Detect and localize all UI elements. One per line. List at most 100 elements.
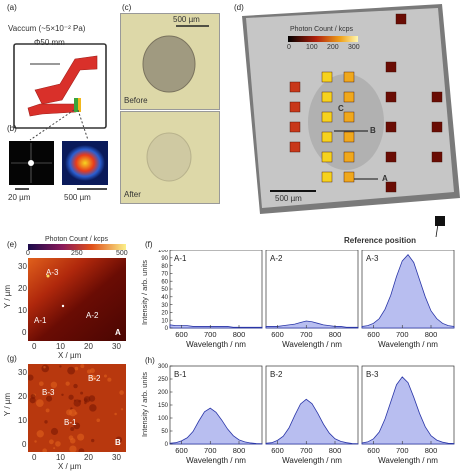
colorbar-d-tick-2: 200 (327, 44, 339, 51)
f-ylabel: Intensity / arb. units (140, 259, 150, 326)
x-tick-label: 700 (204, 330, 217, 339)
e-xtick-10: 10 (56, 342, 65, 351)
pl-square (343, 131, 355, 143)
pl-square (343, 171, 355, 183)
subplot-label: B-2 (270, 370, 283, 379)
x-axis-label: Wavelength / nm (282, 456, 342, 465)
pl-square (431, 91, 443, 103)
pl-square (385, 181, 397, 193)
pl-map-g (28, 364, 126, 452)
x-tick-label: 700 (396, 446, 409, 455)
x-axis-label: Wavelength / nm (186, 456, 246, 465)
e-xtick-0: 0 (32, 342, 37, 351)
panel-e-letter: (e) (7, 240, 17, 249)
colorbar-d-tick-0: 0 (287, 44, 291, 51)
label-c: C (338, 104, 344, 113)
panel-b-letter: (b) (7, 124, 17, 133)
x-tick-label: 700 (396, 330, 409, 339)
x-tick-label: 600 (175, 330, 188, 339)
y-tick-label: 50 (161, 287, 168, 293)
panel-h-letter: (h) (145, 356, 155, 365)
scale-label-d: 500 µm (275, 194, 302, 203)
fiber-image (9, 141, 54, 185)
y-tick-label: 80 (161, 264, 168, 270)
x-tick-label: 800 (329, 330, 342, 339)
pl-square (343, 71, 355, 83)
pl-square (431, 121, 443, 133)
corner-label-b: B (115, 438, 121, 447)
y-tick-label: 200 (158, 390, 169, 396)
pl-square (289, 101, 301, 113)
y-tick-label: 0 (165, 326, 169, 332)
sample-spot-before (142, 35, 196, 93)
panel-c-letter: (c) (122, 3, 132, 12)
pl-square (385, 91, 397, 103)
spot-b1: B-1 (64, 418, 77, 427)
pl-square (385, 61, 397, 73)
photo-after (120, 111, 220, 204)
spectrum-area (265, 320, 359, 329)
zoom-guides (29, 109, 89, 141)
colorbar-e-tick-1: 250 (71, 250, 83, 257)
y-tick-label: 100 (158, 416, 169, 422)
h-ylabel: Intensity / arb. units (140, 371, 150, 438)
pl-square (321, 91, 333, 103)
panel-f-letter: (f) (145, 240, 153, 249)
g-xtick-30: 30 (112, 453, 121, 462)
reference-arrow (435, 224, 439, 238)
g-ytick-30: 30 (18, 368, 27, 377)
g-ylabel: Y / µm (3, 392, 13, 417)
y-tick-label: 250 (158, 377, 169, 383)
plot-frame (265, 250, 359, 329)
x-tick-label: 600 (271, 446, 284, 455)
colorbar-d-title: Photon Count / kcps (290, 26, 354, 33)
y-tick-label: 30 (161, 303, 168, 309)
e-ytick-0: 0 (22, 328, 27, 337)
g-xtick-10: 10 (56, 453, 65, 462)
g-ytick-0: 0 (22, 440, 27, 449)
colorbar-d-tick-1: 100 (306, 44, 318, 51)
y-tick-label: 300 (158, 364, 169, 370)
pl-square (343, 111, 355, 123)
photo-before (120, 13, 220, 110)
laser-spot (28, 160, 34, 166)
x-tick-label: 600 (175, 446, 188, 455)
sample-map (242, 4, 460, 226)
g-ytick-10: 10 (18, 416, 27, 425)
y-tick-label: 40 (161, 295, 168, 301)
e-ytick-30: 30 (18, 262, 27, 271)
pl-square (431, 151, 443, 163)
e-xtick-20: 20 (84, 342, 93, 351)
pl-square (321, 71, 333, 83)
pl-square (321, 171, 333, 183)
e-ytick-20: 20 (18, 284, 27, 293)
x-tick-label: 600 (271, 330, 284, 339)
pl-squares (289, 13, 443, 193)
y-tick-label: 10 (161, 318, 168, 324)
corner-label-a: A (115, 328, 121, 337)
sample-heatmap (62, 141, 108, 185)
before-label: Before (124, 96, 148, 105)
reference-position-label: Reference position (344, 236, 417, 245)
colorbar-e (28, 244, 126, 250)
sample-plate (78, 98, 81, 112)
label-b: B (370, 126, 376, 135)
x-axis-label: Wavelength / nm (282, 340, 342, 349)
colorbar-e-tick-2: 500 (116, 250, 128, 257)
panel-a-letter: (a) (7, 3, 17, 12)
e-ytick-10: 10 (18, 306, 27, 315)
pl-square (385, 121, 397, 133)
x-tick-label: 700 (300, 446, 313, 455)
pl-square (289, 121, 301, 133)
x-tick-label: 800 (425, 330, 438, 339)
spot-a2: A-2 (86, 311, 99, 320)
reference-square (435, 216, 445, 226)
vacuum-label: Vaccum (~5×10⁻² Pa) (8, 24, 86, 33)
x-tick-label: 700 (300, 330, 313, 339)
e-ylabel: Y / µm (3, 284, 13, 309)
x-tick-label: 700 (204, 446, 217, 455)
spectrum-area (361, 376, 455, 445)
